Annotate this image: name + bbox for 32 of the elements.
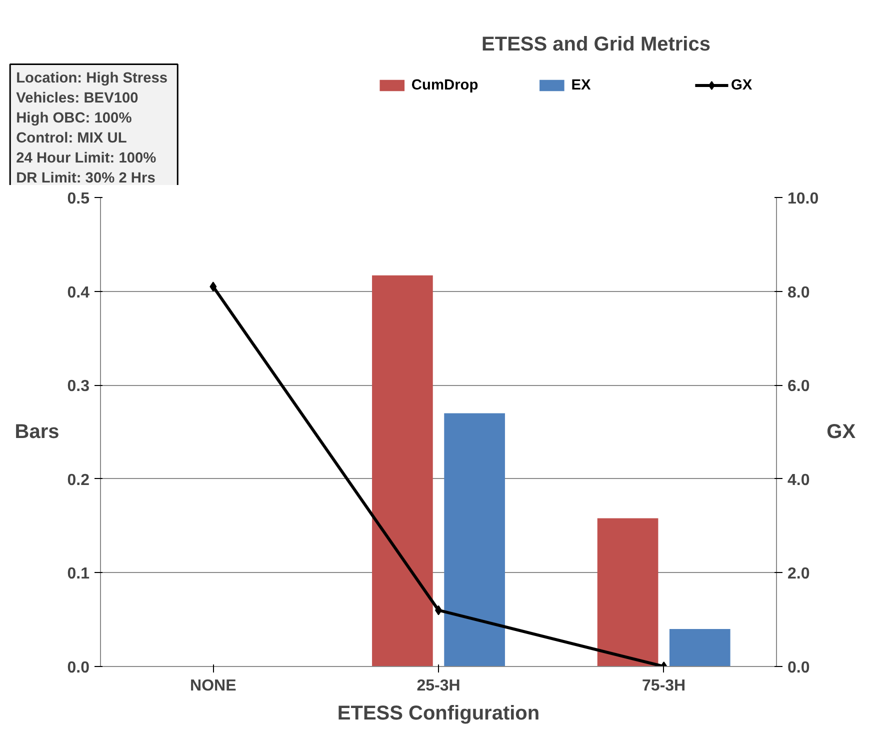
text: Location: High Stress	[16, 70, 168, 86]
chart-title: ETESS and Grid Metrics	[482, 34, 710, 56]
x-axis-title: ETESS Configuration	[337, 702, 540, 724]
y2-tick-label: 4.0	[788, 472, 810, 489]
x-tick-label: 75-3H	[642, 678, 686, 694]
y-axis-title: Bars	[14, 421, 60, 443]
legend-label: GX	[730, 78, 752, 94]
y2-tick-label: 6.0	[788, 378, 810, 396]
x-tick-label: NONE	[190, 678, 237, 694]
y-tick-label: 0.5	[67, 190, 90, 208]
y2-tick-label: 10.0	[788, 190, 819, 208]
bar	[372, 275, 433, 666]
legend-label: EX	[571, 78, 591, 94]
x-tick-label: 25-3H	[416, 678, 460, 694]
bar	[444, 413, 505, 666]
y-tick-label: 0.0	[67, 660, 90, 676]
text: Control: MIX UL	[16, 130, 127, 146]
bar	[597, 518, 658, 666]
text: DR Limit: 30% 2 Hrs	[16, 170, 156, 186]
y-tick-label: 0.2	[67, 472, 90, 489]
y2-tick-label: 0.0	[788, 660, 810, 676]
y-tick-label: 0.1	[67, 566, 90, 583]
y2-tick-label: 8.0	[788, 284, 810, 302]
y2-axis-title: GX	[826, 421, 856, 443]
bar	[669, 628, 730, 666]
text: Vehicles: BEV100	[16, 90, 138, 106]
legend-label: CumDrop	[411, 78, 478, 94]
y-tick-label: 0.3	[67, 378, 90, 396]
y2-tick-label: 2.0	[788, 566, 810, 583]
y-tick-label: 0.4	[67, 284, 90, 302]
text: 24 Hour Limit: 100%	[16, 150, 156, 166]
text: High OBC: 100%	[16, 110, 132, 126]
